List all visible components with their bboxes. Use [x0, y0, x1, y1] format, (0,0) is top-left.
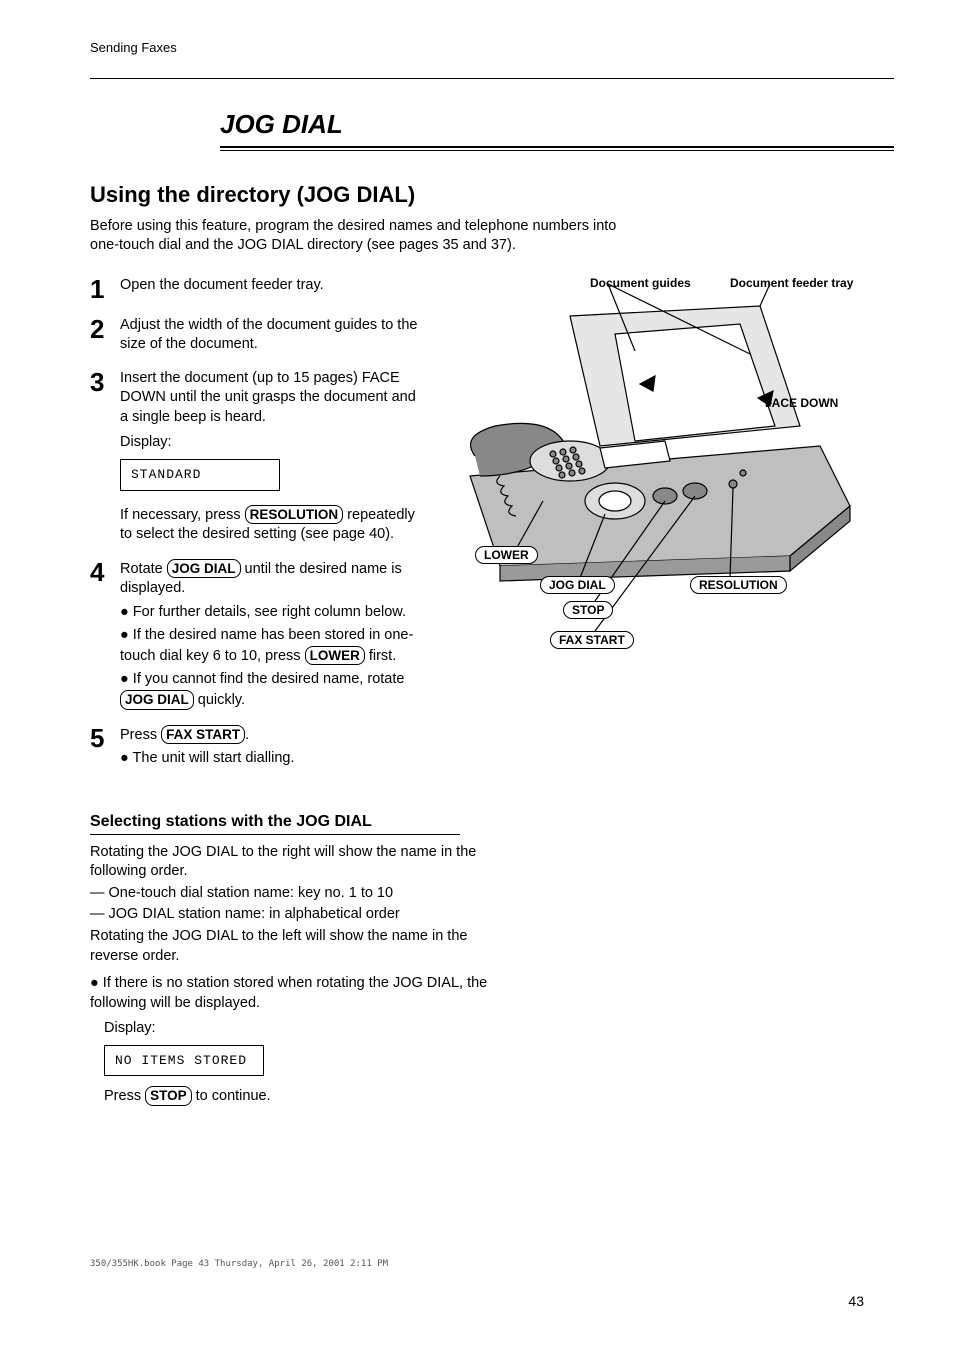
intro-text: Before using this feature, program the d…	[90, 217, 630, 256]
subsection-body: Rotating the JOG DIAL to the right will …	[90, 843, 510, 1107]
steps-column: 1Open the document feeder tray.2Adjust t…	[90, 276, 420, 783]
step-bullet: ● The unit will start dialling.	[120, 749, 420, 769]
jog-dial-button-label: JOG DIAL	[167, 559, 241, 579]
diagram-label: Document feeder tray	[730, 276, 853, 290]
lcd-display: NO ITEMS STORED	[104, 1045, 264, 1077]
diagram-label: STOP	[563, 601, 613, 619]
diagram-label: FAX START	[550, 631, 634, 649]
diagram-label: FACE DOWN	[765, 396, 838, 410]
lower-button-label: LOWER	[305, 646, 365, 666]
device-diagram: Document guides Document feeder tray FACE …	[440, 276, 894, 676]
stop-button-label: STOP	[145, 1086, 192, 1106]
step: 4Rotate JOG DIAL until the desired name …	[90, 559, 420, 711]
subsection-heading: Selecting stations with the JOG DIAL	[90, 813, 460, 835]
section-rule	[220, 146, 894, 151]
fax-start-button-label: FAX START	[161, 725, 245, 745]
diagram-label: Document guides	[590, 276, 691, 290]
step: 2Adjust the width of the document guides…	[90, 316, 420, 355]
step-number: 5	[90, 725, 120, 769]
step-text: Press FAX START.● The unit will start di…	[120, 725, 420, 769]
page-number: 43	[848, 1293, 864, 1309]
step-number: 1	[90, 276, 120, 302]
step-text: Rotate JOG DIAL until the desired name i…	[120, 559, 420, 711]
step: 1Open the document feeder tray.	[90, 276, 420, 302]
subheading: Using the directory (JOG DIAL)	[90, 181, 894, 209]
step-number: 4	[90, 559, 120, 711]
diagram-label: RESOLUTION	[690, 576, 787, 594]
header-rule	[90, 59, 894, 79]
step-bullet: ● For further details, see right column …	[120, 603, 420, 623]
step-number: 3	[90, 369, 120, 545]
diagram-label: LOWER	[475, 546, 538, 564]
diagram-label: JOG DIAL	[540, 576, 615, 594]
step-number: 2	[90, 316, 120, 355]
resolution-button-label: RESOLUTION	[245, 505, 344, 525]
footer-source-line: 350/355HK.book Page 43 Thursday, April 2…	[90, 1259, 388, 1269]
page-header-left: Sending Faxes	[90, 40, 177, 55]
lcd-display: STANDARD	[120, 459, 280, 491]
step-text: Insert the document (up to 15 pages) FAC…	[120, 369, 420, 545]
step: 3Insert the document (up to 15 pages) FA…	[90, 369, 420, 545]
section-title: JOG DIAL	[220, 109, 894, 140]
step-bullet: ● If the desired name has been stored in…	[120, 626, 420, 666]
jog-dial-button-label: JOG DIAL	[120, 690, 194, 710]
step: 5Press FAX START.● The unit will start d…	[90, 725, 420, 769]
step-text: Adjust the width of the document guides …	[120, 316, 420, 355]
step-text: Open the document feeder tray.	[120, 276, 420, 302]
step-bullet: ● If you cannot find the desired name, r…	[120, 670, 420, 710]
